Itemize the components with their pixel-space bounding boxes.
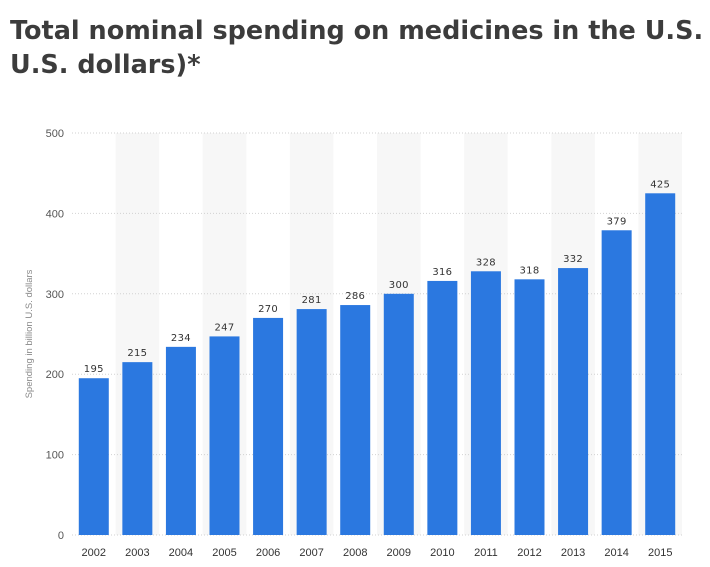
- bar-2006: [253, 317, 284, 535]
- y-tick-400: 400: [46, 208, 64, 220]
- x-tick-2014: 2014: [604, 547, 628, 559]
- data-label-2004: 234: [171, 333, 191, 344]
- data-label-2007: 281: [302, 295, 322, 306]
- x-tick-2008: 2008: [343, 547, 367, 559]
- bar-2008: [340, 305, 371, 535]
- bar-2005: [209, 336, 240, 535]
- x-tick-2002: 2002: [82, 547, 106, 559]
- x-tick-2015: 2015: [648, 547, 672, 559]
- data-label-2008: 286: [345, 291, 365, 302]
- x-tick-2009: 2009: [387, 547, 411, 559]
- chart-title: Total nominal spending on medicines in t…: [10, 14, 710, 82]
- data-label-2003: 215: [127, 348, 147, 359]
- x-tick-2006: 2006: [256, 547, 280, 559]
- data-label-2015: 425: [650, 179, 670, 190]
- data-label-2005: 247: [215, 322, 235, 333]
- data-label-2011: 328: [476, 257, 496, 268]
- data-label-2006: 270: [258, 304, 278, 315]
- bars: [78, 193, 676, 536]
- bar-2013: [558, 268, 589, 535]
- bar-2002: [78, 378, 109, 535]
- bar-2015: [645, 193, 676, 536]
- bar-2011: [470, 271, 501, 535]
- bar-2012: [514, 279, 545, 535]
- x-tick-2012: 2012: [517, 547, 541, 559]
- x-tick-2007: 2007: [299, 547, 323, 559]
- data-labels: 195 215 234 247 270 281 286 300 316 328 318 332 379 4…: [84, 179, 670, 375]
- y-tick-0: 0: [58, 530, 64, 542]
- x-tick-2005: 2005: [212, 547, 236, 559]
- data-label-2010: 316: [432, 267, 452, 278]
- x-axis-ticks: 2002 2003 2004 2005 2006 2007 2008 2009 2010 2011…: [82, 547, 673, 559]
- x-tick-2010: 2010: [430, 547, 454, 559]
- y-axis-ticks: 0 100 200 300 400 500: [46, 128, 64, 542]
- data-label-2013: 332: [563, 254, 583, 265]
- bar-2003: [122, 362, 153, 535]
- y-tick-200: 200: [46, 369, 64, 381]
- bar-2004: [165, 346, 196, 535]
- x-tick-2011: 2011: [474, 547, 498, 559]
- y-tick-100: 100: [46, 450, 64, 462]
- y-tick-500: 500: [46, 128, 64, 140]
- bar-2007: [296, 309, 327, 535]
- x-tick-2003: 2003: [125, 547, 149, 559]
- data-label-2012: 318: [520, 265, 540, 276]
- data-label-2014: 379: [607, 216, 627, 227]
- bar-2014: [601, 230, 632, 535]
- y-axis-label: Spending in billion U.S. dollars: [24, 269, 35, 398]
- bar-2009: [383, 293, 414, 535]
- bar-2010: [427, 280, 458, 535]
- x-tick-2004: 2004: [169, 547, 193, 559]
- data-label-2009: 300: [389, 280, 409, 291]
- y-tick-300: 300: [46, 289, 64, 301]
- x-tick-2013: 2013: [561, 547, 585, 559]
- data-label-2002: 195: [84, 364, 104, 375]
- chart-title-line-2: U.S. dollars)*: [10, 50, 201, 80]
- chart-title-line-1: Total nominal spending on medicines in t…: [10, 16, 710, 46]
